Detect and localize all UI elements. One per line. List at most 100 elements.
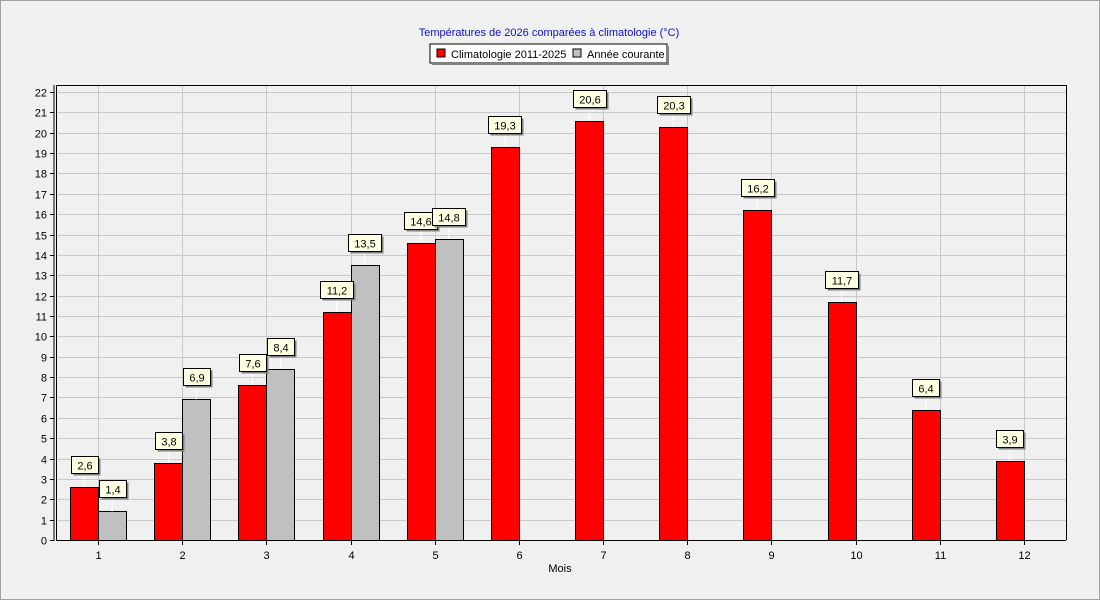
data-label-climatologie: 20,3 <box>657 96 693 127</box>
data-label-value: 11,2 <box>327 286 348 298</box>
bar-climatologie <box>575 121 604 541</box>
data-label-climatologie: 19,3 <box>488 116 524 147</box>
data-label-climatologie: 3,9 <box>996 430 1026 461</box>
data-label-box <box>825 271 859 289</box>
data-label-box <box>348 234 382 252</box>
y-tick-label: 3 <box>41 475 47 487</box>
plot-area <box>56 85 1066 540</box>
bar-climatologie <box>323 312 352 541</box>
y-tick-label: 22 <box>35 88 47 100</box>
bar-climatologie <box>407 243 436 541</box>
x-tick-label: 3 <box>263 550 269 562</box>
y-tick-label: 17 <box>35 190 47 202</box>
bars <box>70 121 1025 541</box>
data-label-climatologie: 7,6 <box>239 354 269 386</box>
data-label-climatologie: 14,6 <box>404 212 440 243</box>
y-tick-label: 11 <box>36 312 47 324</box>
legend-label-climatologie: Climatologie 2011-2025 <box>451 49 566 61</box>
data-label-climatologie: 2,6 <box>71 456 101 488</box>
data-label-box <box>657 96 691 114</box>
data-label-box <box>155 432 183 450</box>
data-labels: 2,6 1,4 3,8 6,9 7,6 8,4 11,2 13,5 14,6 14,8 19,3 20… <box>71 90 1026 512</box>
x-tick-label: 7 <box>600 550 606 562</box>
chart-title: Températures de 2026 comparées à climato… <box>419 27 680 39</box>
data-label-box <box>183 368 211 386</box>
data-label-climatologie: 6,4 <box>912 379 942 410</box>
data-label-value: 1,4 <box>105 485 120 497</box>
x-tick-label: 12 <box>1018 550 1030 562</box>
data-label-value: 3,9 <box>1002 435 1017 447</box>
data-label-value: 14,6 <box>410 217 431 229</box>
data-label-annee-courante: 14,8 <box>432 208 468 239</box>
data-label-value: 6,4 <box>918 384 933 396</box>
bar-climatologie <box>743 210 772 541</box>
data-label-value: 14,8 <box>438 213 459 225</box>
y-tick-label: 13 <box>35 271 47 283</box>
data-label-annee-courante: 8,4 <box>267 338 297 369</box>
bar-climatologie <box>659 127 688 541</box>
x-tick-label: 1 <box>95 550 101 562</box>
bar-annee-courante <box>182 399 211 541</box>
data-label-box <box>996 430 1024 448</box>
data-label-box <box>99 480 127 498</box>
x-axis-label: Mois <box>548 563 572 575</box>
y-tick-label: 4 <box>41 455 47 467</box>
data-label-climatologie: 20,6 <box>573 90 609 121</box>
data-label-box <box>239 354 267 372</box>
bar-climatologie <box>912 410 941 541</box>
y-tick-label: 10 <box>35 332 47 344</box>
data-label-climatologie: 11,7 <box>825 271 861 302</box>
data-label-value: 20,6 <box>579 95 600 107</box>
bar-annee-courante <box>435 239 464 541</box>
data-label-value: 7,6 <box>245 359 260 371</box>
data-label-box <box>912 379 940 397</box>
y-tick-label: 8 <box>41 373 47 385</box>
x-tick-label: 2 <box>179 550 185 562</box>
x-tick-label: 11 <box>935 550 946 562</box>
y-tick-label: 14 <box>35 251 47 263</box>
data-label-value: 2,6 <box>77 461 92 473</box>
data-label-box <box>573 90 607 108</box>
data-label-value: 8,4 <box>273 343 288 355</box>
y-tick-label: 20 <box>35 129 47 141</box>
bar-climatologie <box>828 302 857 541</box>
x-tick-label: 8 <box>684 550 690 562</box>
data-label-value: 6,9 <box>189 373 204 385</box>
legend: Climatologie 2011-2025 Année courante <box>429 43 669 65</box>
y-tick-label: 19 <box>35 149 47 161</box>
data-label-value: 3,8 <box>161 437 176 449</box>
legend-swatch-annee-courante <box>572 48 582 58</box>
y-tick-label: 21 <box>35 108 47 120</box>
data-label-climatologie: 16,2 <box>741 179 777 211</box>
data-label-annee-courante: 13,5 <box>348 234 384 266</box>
data-label-value: 16,2 <box>747 184 768 196</box>
x-tick-label: 9 <box>768 550 774 562</box>
bar-climatologie <box>154 463 183 541</box>
data-label-box <box>267 338 295 356</box>
data-label-box <box>741 179 775 197</box>
data-label-box <box>488 116 522 134</box>
x-tick-label: 10 <box>850 550 862 562</box>
axes <box>53 85 1067 541</box>
bar-annee-courante <box>98 511 127 541</box>
data-label-value: 20,3 <box>663 101 684 113</box>
y-tick-label: 9 <box>41 353 47 365</box>
data-label-box <box>432 208 466 226</box>
y-tick-label: 16 <box>35 210 47 222</box>
x-axis-ticks: 1 2 3 4 5 6 7 8 9 10 11 12 <box>95 541 1031 562</box>
data-label-box <box>71 456 99 474</box>
bar-annee-courante <box>351 265 380 541</box>
data-label-annee-courante: 1,4 <box>99 480 129 512</box>
data-label-climatologie: 11,2 <box>320 281 356 312</box>
data-label-annee-courante: 6,9 <box>183 368 213 400</box>
data-label-box <box>320 281 354 299</box>
y-tick-label: 1 <box>41 516 47 528</box>
data-label-value: 19,3 <box>494 121 515 133</box>
y-tick-label: 2 <box>41 495 47 507</box>
bar-climatologie <box>996 461 1025 541</box>
data-label-climatologie: 3,8 <box>155 432 185 463</box>
y-tick-label: 12 <box>35 292 47 304</box>
data-label-value: 11,7 <box>832 276 853 288</box>
y-tick-label: 0 <box>41 536 47 548</box>
